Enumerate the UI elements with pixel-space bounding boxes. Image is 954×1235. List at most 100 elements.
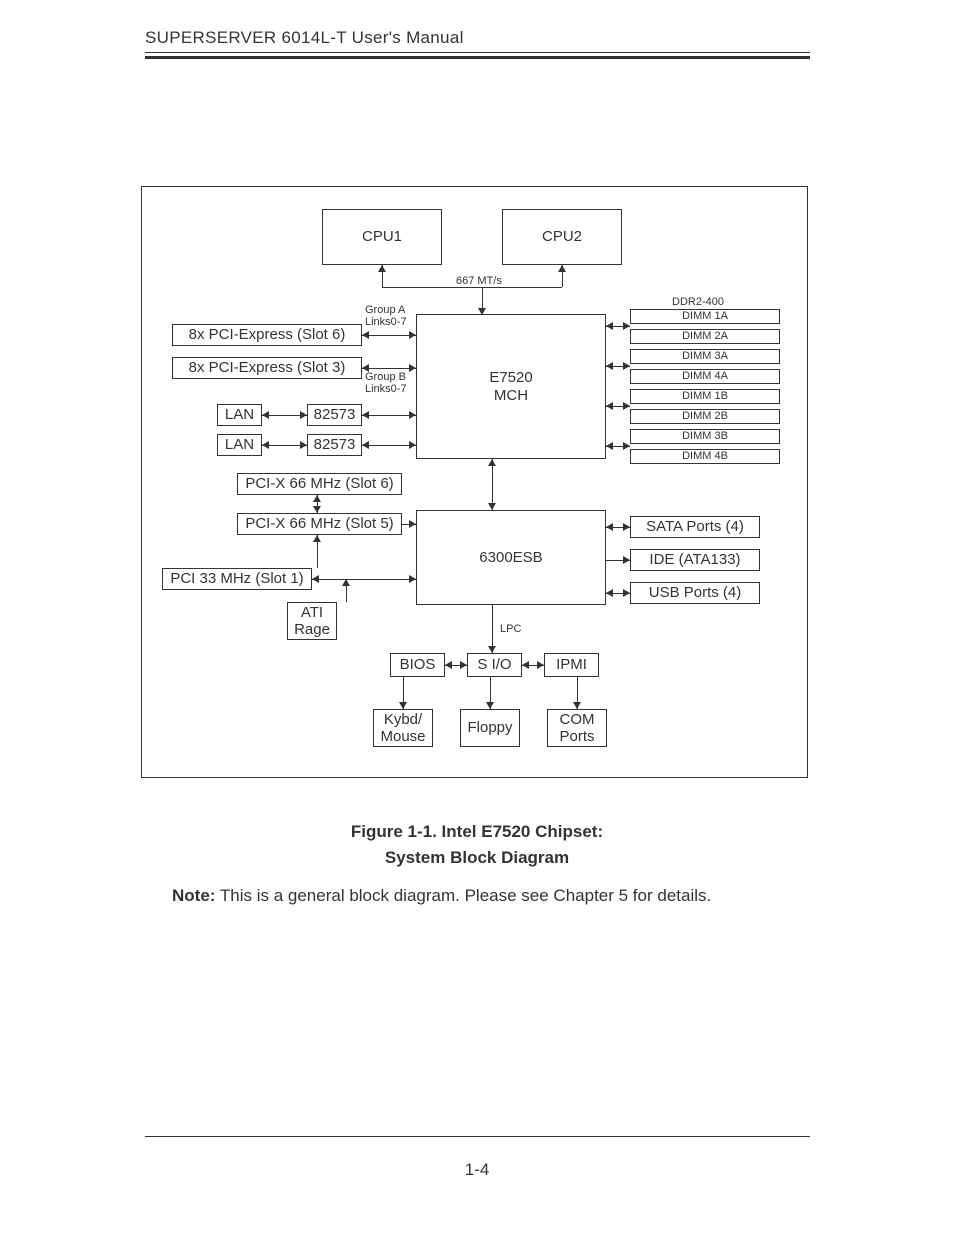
sio-ipmi-l xyxy=(522,661,529,669)
super-io: S I/O xyxy=(467,653,522,677)
pcie6-label: 8x PCI-Express (Slot 6) xyxy=(189,326,346,343)
lan1-arrow-l xyxy=(262,411,269,419)
phy1-mch xyxy=(362,415,416,416)
pci33-h xyxy=(312,579,416,580)
phy2-arrow-r xyxy=(409,441,416,449)
floppy-label: Floppy xyxy=(467,719,512,736)
note-line: Note: This is a general block diagram. P… xyxy=(172,886,711,906)
pcix5-r xyxy=(409,520,416,528)
dimm-4b: DIMM 4B xyxy=(630,449,780,464)
dimm-1a: DIMM 1A xyxy=(630,309,780,324)
cpu2-label: CPU2 xyxy=(542,228,582,245)
dimm1b-label: DIMM 1B xyxy=(682,390,728,403)
pcie-slot3: 8x PCI-Express (Slot 3) xyxy=(172,357,362,379)
header-rule-thin xyxy=(145,52,810,53)
cpu2-node: CPU2 xyxy=(502,209,622,265)
pci33-r xyxy=(409,575,416,583)
dimm3a-label: DIMM 3A xyxy=(682,350,728,363)
pcix6-label: PCI-X 66 MHz (Slot 6) xyxy=(245,475,393,492)
ati-l1: ATI xyxy=(301,604,323,621)
dimm-1b: DIMM 1B xyxy=(630,389,780,404)
sio-floppy-d xyxy=(486,702,494,709)
md4r xyxy=(623,442,630,450)
mch-label-2: MCH xyxy=(494,387,528,404)
ati-rage: ATIRage xyxy=(287,602,337,640)
mch-esb-u xyxy=(488,459,496,466)
pcix5-label: PCI-X 66 MHz (Slot 5) xyxy=(245,515,393,532)
dimm4b-label: DIMM 4B xyxy=(682,450,728,463)
bios: BIOS xyxy=(390,653,445,677)
cpu1-node: CPU1 xyxy=(322,209,442,265)
dimm-3a: DIMM 3A xyxy=(630,349,780,364)
mch-esb-d xyxy=(488,503,496,510)
pci33-slot1: PCI 33 MHz (Slot 1) xyxy=(162,568,312,590)
page-number: 1-4 xyxy=(0,1160,954,1180)
fsb-label: 667 MT/s xyxy=(456,275,502,287)
dimm-4a: DIMM 4A xyxy=(630,369,780,384)
dimm1a-label: DIMM 1A xyxy=(682,310,728,323)
md2r xyxy=(623,362,630,370)
ipmi-com-d xyxy=(573,702,581,709)
esb-sio-d xyxy=(488,646,496,653)
phy1-label: 82573 xyxy=(314,406,356,423)
figcap-l2: System Block Diagram xyxy=(385,848,569,867)
pcie3-arrow-r xyxy=(409,364,416,372)
esb-sata-r xyxy=(623,523,630,531)
sio-label: S I/O xyxy=(477,656,511,673)
kbd-l1: Kybd/ xyxy=(384,711,422,728)
phy1-arrow-r xyxy=(409,411,416,419)
mch-label-1: E7520 xyxy=(489,369,532,386)
fsb-h xyxy=(382,287,562,288)
arrow-cpu1-up xyxy=(378,265,386,272)
linksA-label: Links0-7 xyxy=(365,316,407,328)
phy2-mch xyxy=(362,445,416,446)
pcie3-label: 8x PCI-Express (Slot 3) xyxy=(189,359,346,376)
note-bold: Note: xyxy=(172,886,215,905)
md1r xyxy=(623,322,630,330)
floppy: Floppy xyxy=(460,709,520,747)
kybd-mouse: Kybd/Mouse xyxy=(373,709,433,747)
bios-sio-l xyxy=(445,661,452,669)
phy2-arrow-l xyxy=(362,441,369,449)
esb-ide-r xyxy=(623,556,630,564)
mch-node: E7520 MCH xyxy=(416,314,606,459)
lan2: LAN xyxy=(217,434,262,456)
pci33-l xyxy=(312,575,319,583)
ipmi: IPMI xyxy=(544,653,599,677)
ati-l2: Rage xyxy=(294,621,330,638)
pcie3-mch xyxy=(362,368,416,369)
esb-usb-r xyxy=(623,589,630,597)
bios-sio-r xyxy=(460,661,467,669)
figcap-l1: Figure 1-1. Intel E7520 Chipset: xyxy=(351,822,603,841)
pcie6-arrow-l xyxy=(362,331,369,339)
block-diagram: CPU1 CPU2 667 MT/s E7520 MCH 8x PCI-Expr… xyxy=(141,186,808,778)
usb-label: USB Ports (4) xyxy=(649,584,742,601)
ide-label: IDE (ATA133) xyxy=(649,551,740,568)
com-l1: COM xyxy=(560,711,595,728)
lan1-label: LAN xyxy=(225,406,254,423)
esb-label: 6300ESB xyxy=(479,549,542,566)
pcix6-d xyxy=(313,506,321,513)
pcie-slot6: 8x PCI-Express (Slot 6) xyxy=(172,324,362,346)
esb-usb-l xyxy=(606,589,613,597)
kbd-l2: Mouse xyxy=(380,728,425,745)
dimm-2b: DIMM 2B xyxy=(630,409,780,424)
com-ports: COMPorts xyxy=(547,709,607,747)
phy2: 82573 xyxy=(307,434,362,456)
md2l xyxy=(606,362,613,370)
arrow-cpu2-up xyxy=(558,265,566,272)
com-l2: Ports xyxy=(559,728,594,745)
pcix-slot5: PCI-X 66 MHz (Slot 5) xyxy=(237,513,402,535)
page-header: SUPERSERVER 6014L-T User's Manual xyxy=(145,28,464,48)
esb-node: 6300ESB xyxy=(416,510,606,605)
dimm4a-label: DIMM 4A xyxy=(682,370,728,383)
esb-sata-l xyxy=(606,523,613,531)
md4l xyxy=(606,442,613,450)
md1l xyxy=(606,322,613,330)
groupB-label: Group B xyxy=(365,371,406,383)
footer-rule xyxy=(145,1136,810,1137)
header-rule-thick xyxy=(145,56,810,59)
pcie6-mch xyxy=(362,335,416,336)
pcix-slot6: PCI-X 66 MHz (Slot 6) xyxy=(237,473,402,495)
bios-kbd-d xyxy=(399,702,407,709)
